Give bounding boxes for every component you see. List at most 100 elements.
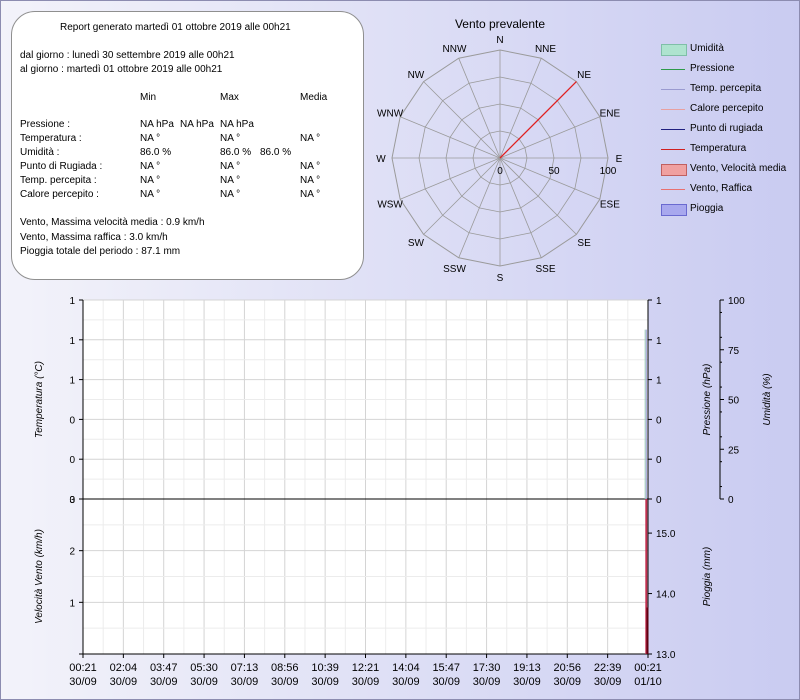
report-summary-panel: Report generato martedì 01 ottobre 2019 … (11, 11, 364, 280)
rose-direction-label-nw: NW (408, 70, 425, 81)
axis-title-temperature: Temperatura (°C) (34, 361, 45, 438)
row-temp-label: Temperatura : (20, 133, 82, 144)
humidity-tick-label: 25 (728, 445, 740, 456)
x-tick-date: 30/09 (432, 676, 460, 688)
row-humidity-label: Umidità : (20, 147, 60, 158)
legend-item-pioggia: Pioggia (658, 200, 798, 220)
legend-item-temperatura: Temperatura (658, 140, 798, 160)
col-header-min: Min (140, 92, 157, 103)
rose-direction-label-n: N (496, 35, 503, 46)
right-tick-label-top: 1 (656, 376, 662, 387)
x-tick-date: 30/09 (110, 676, 138, 688)
rose-spoke-wnw (400, 116, 501, 159)
right-tick-label-bottom: 14.0 (656, 590, 676, 601)
legend-item-vento-raffica: Vento, Raffica (658, 180, 798, 200)
x-tick-time: 20:56 (554, 662, 582, 674)
rose-spoke-ese (499, 157, 600, 200)
legend-label: Vento, Raffica (690, 183, 753, 194)
row-heatindex-avg: NA ° (300, 189, 321, 200)
rose-direction-label-se: SE (577, 238, 591, 249)
legend-label: Pioggia (690, 203, 724, 214)
x-tick-date: 30/09 (352, 676, 380, 688)
left-tick-label-top: 0 (69, 455, 75, 466)
legend-label: Punto di rugiada (690, 123, 763, 134)
rose-spoke-wsw (400, 157, 501, 200)
x-tick-time: 08:56 (271, 662, 299, 674)
row-dewpoint-avg: NA ° (300, 161, 321, 172)
x-tick-date: 30/09 (554, 676, 582, 688)
row-dewpoint-label: Punto di Rugiada : (20, 161, 103, 172)
rose-spoke-se (499, 157, 577, 235)
rose-spoke-ene (499, 116, 600, 159)
col-header-avg: Media (300, 92, 328, 103)
wind-rose-title: Vento prevalente (454, 17, 546, 31)
x-tick-date: 30/09 (69, 676, 97, 688)
x-tick-date: 30/09 (392, 676, 420, 688)
x-tick-date: 30/09 (150, 676, 178, 688)
x-tick-time: 02:04 (110, 662, 138, 674)
x-tick-date: 01/10 (634, 676, 662, 688)
rose-ring-label-0: 0 (497, 166, 503, 177)
x-tick-date: 30/09 (473, 676, 501, 688)
row-feelslike-avg: NA ° (300, 175, 321, 186)
x-tick-date: 30/09 (311, 676, 339, 688)
legend-swatch (661, 204, 687, 216)
legend-label: Temp. percepita (690, 83, 762, 94)
axis-title-rain: Pioggia (mm) (702, 547, 713, 606)
legend-label: Calore percepito (690, 103, 764, 114)
rose-direction-label-s: S (497, 273, 504, 284)
rose-direction-label-wnw: WNW (377, 109, 404, 120)
x-tick-time: 10:39 (311, 662, 339, 674)
rose-direction-label-sw: SW (408, 238, 425, 249)
legend-item-vento-velocit-media: Vento, Velocità media (658, 160, 798, 180)
legend-swatch (661, 44, 687, 56)
legend-swatch (661, 164, 687, 176)
wind-max-avg-speed: Vento, Massima velocità media : 0.9 km/h (20, 217, 205, 228)
rose-data-series (499, 81, 577, 159)
axis-title-wind-speed: Velocità Vento (km/h) (34, 529, 45, 624)
rain-total: Pioggia totale del periodo : 87.1 mm (20, 246, 181, 257)
axis-title-pressure: Pressione (hPa) (702, 364, 713, 436)
rose-spoke-nne (499, 58, 542, 159)
legend-item-temp-percepita: Temp. percepita (658, 80, 798, 100)
row-pressure-min: NA hPa (140, 119, 174, 130)
x-tick-date: 30/09 (513, 676, 541, 688)
left-tick-label-top: 0 (69, 415, 75, 426)
row-heatindex-min: NA ° (140, 189, 161, 200)
x-tick-date: 30/09 (594, 676, 622, 688)
row-temp-min: NA ° (140, 133, 161, 144)
right-tick-label-top: 1 (656, 296, 662, 307)
humidity-tick-label: 0 (728, 495, 734, 506)
right-tick-label-top: 0 (656, 455, 662, 466)
rose-direction-label-wsw: WSW (377, 200, 403, 211)
left-tick-label-bottom: 3 (69, 495, 75, 506)
left-tick-label-top: 0 (69, 495, 75, 506)
legend-item-pressione: Pressione (658, 60, 798, 80)
rose-direction-label-ese: ESE (600, 200, 620, 211)
row-dewpoint-min: NA ° (140, 161, 161, 172)
rose-direction-label-sse: SSE (535, 264, 555, 275)
row-humidity-min: 86.0 % (140, 147, 172, 158)
axis-title-humidity: Umidità (%) (762, 373, 773, 425)
legend-label: Vento, Velocità media (690, 163, 787, 174)
row-humidity-max: 86.0 % (220, 147, 252, 158)
humidity-tick-label: 100 (728, 296, 745, 307)
legend-swatch (661, 89, 685, 90)
rose-direction-label-ne: NE (577, 70, 591, 81)
time-series-charts: 000111000111025507510012313.014.015.000:… (34, 296, 773, 688)
legend-item-calore-percepito: Calore percepito (658, 100, 798, 120)
wind-max-gust: Vento, Massima raffica : 3.0 km/h (20, 232, 168, 243)
row-feelslike-label: Temp. percepita : (20, 175, 97, 186)
rose-direction-label-nnw: NNW (443, 44, 467, 55)
rose-direction-label-w: W (376, 154, 386, 165)
row-humidity-avg: 86.0 % (260, 147, 292, 158)
row-feelslike-max: NA ° (220, 175, 241, 186)
x-tick-date: 30/09 (271, 676, 299, 688)
x-tick-time: 12:21 (352, 662, 380, 674)
rose-spoke-sse (499, 157, 542, 258)
humidity-tick-label: 75 (728, 346, 740, 357)
rose-spoke-sw (423, 157, 501, 235)
x-tick-time: 17:30 (473, 662, 501, 674)
report-header: Report generato martedì 01 ottobre 2019 … (60, 22, 291, 33)
row-feelslike-min: NA ° (140, 175, 161, 186)
